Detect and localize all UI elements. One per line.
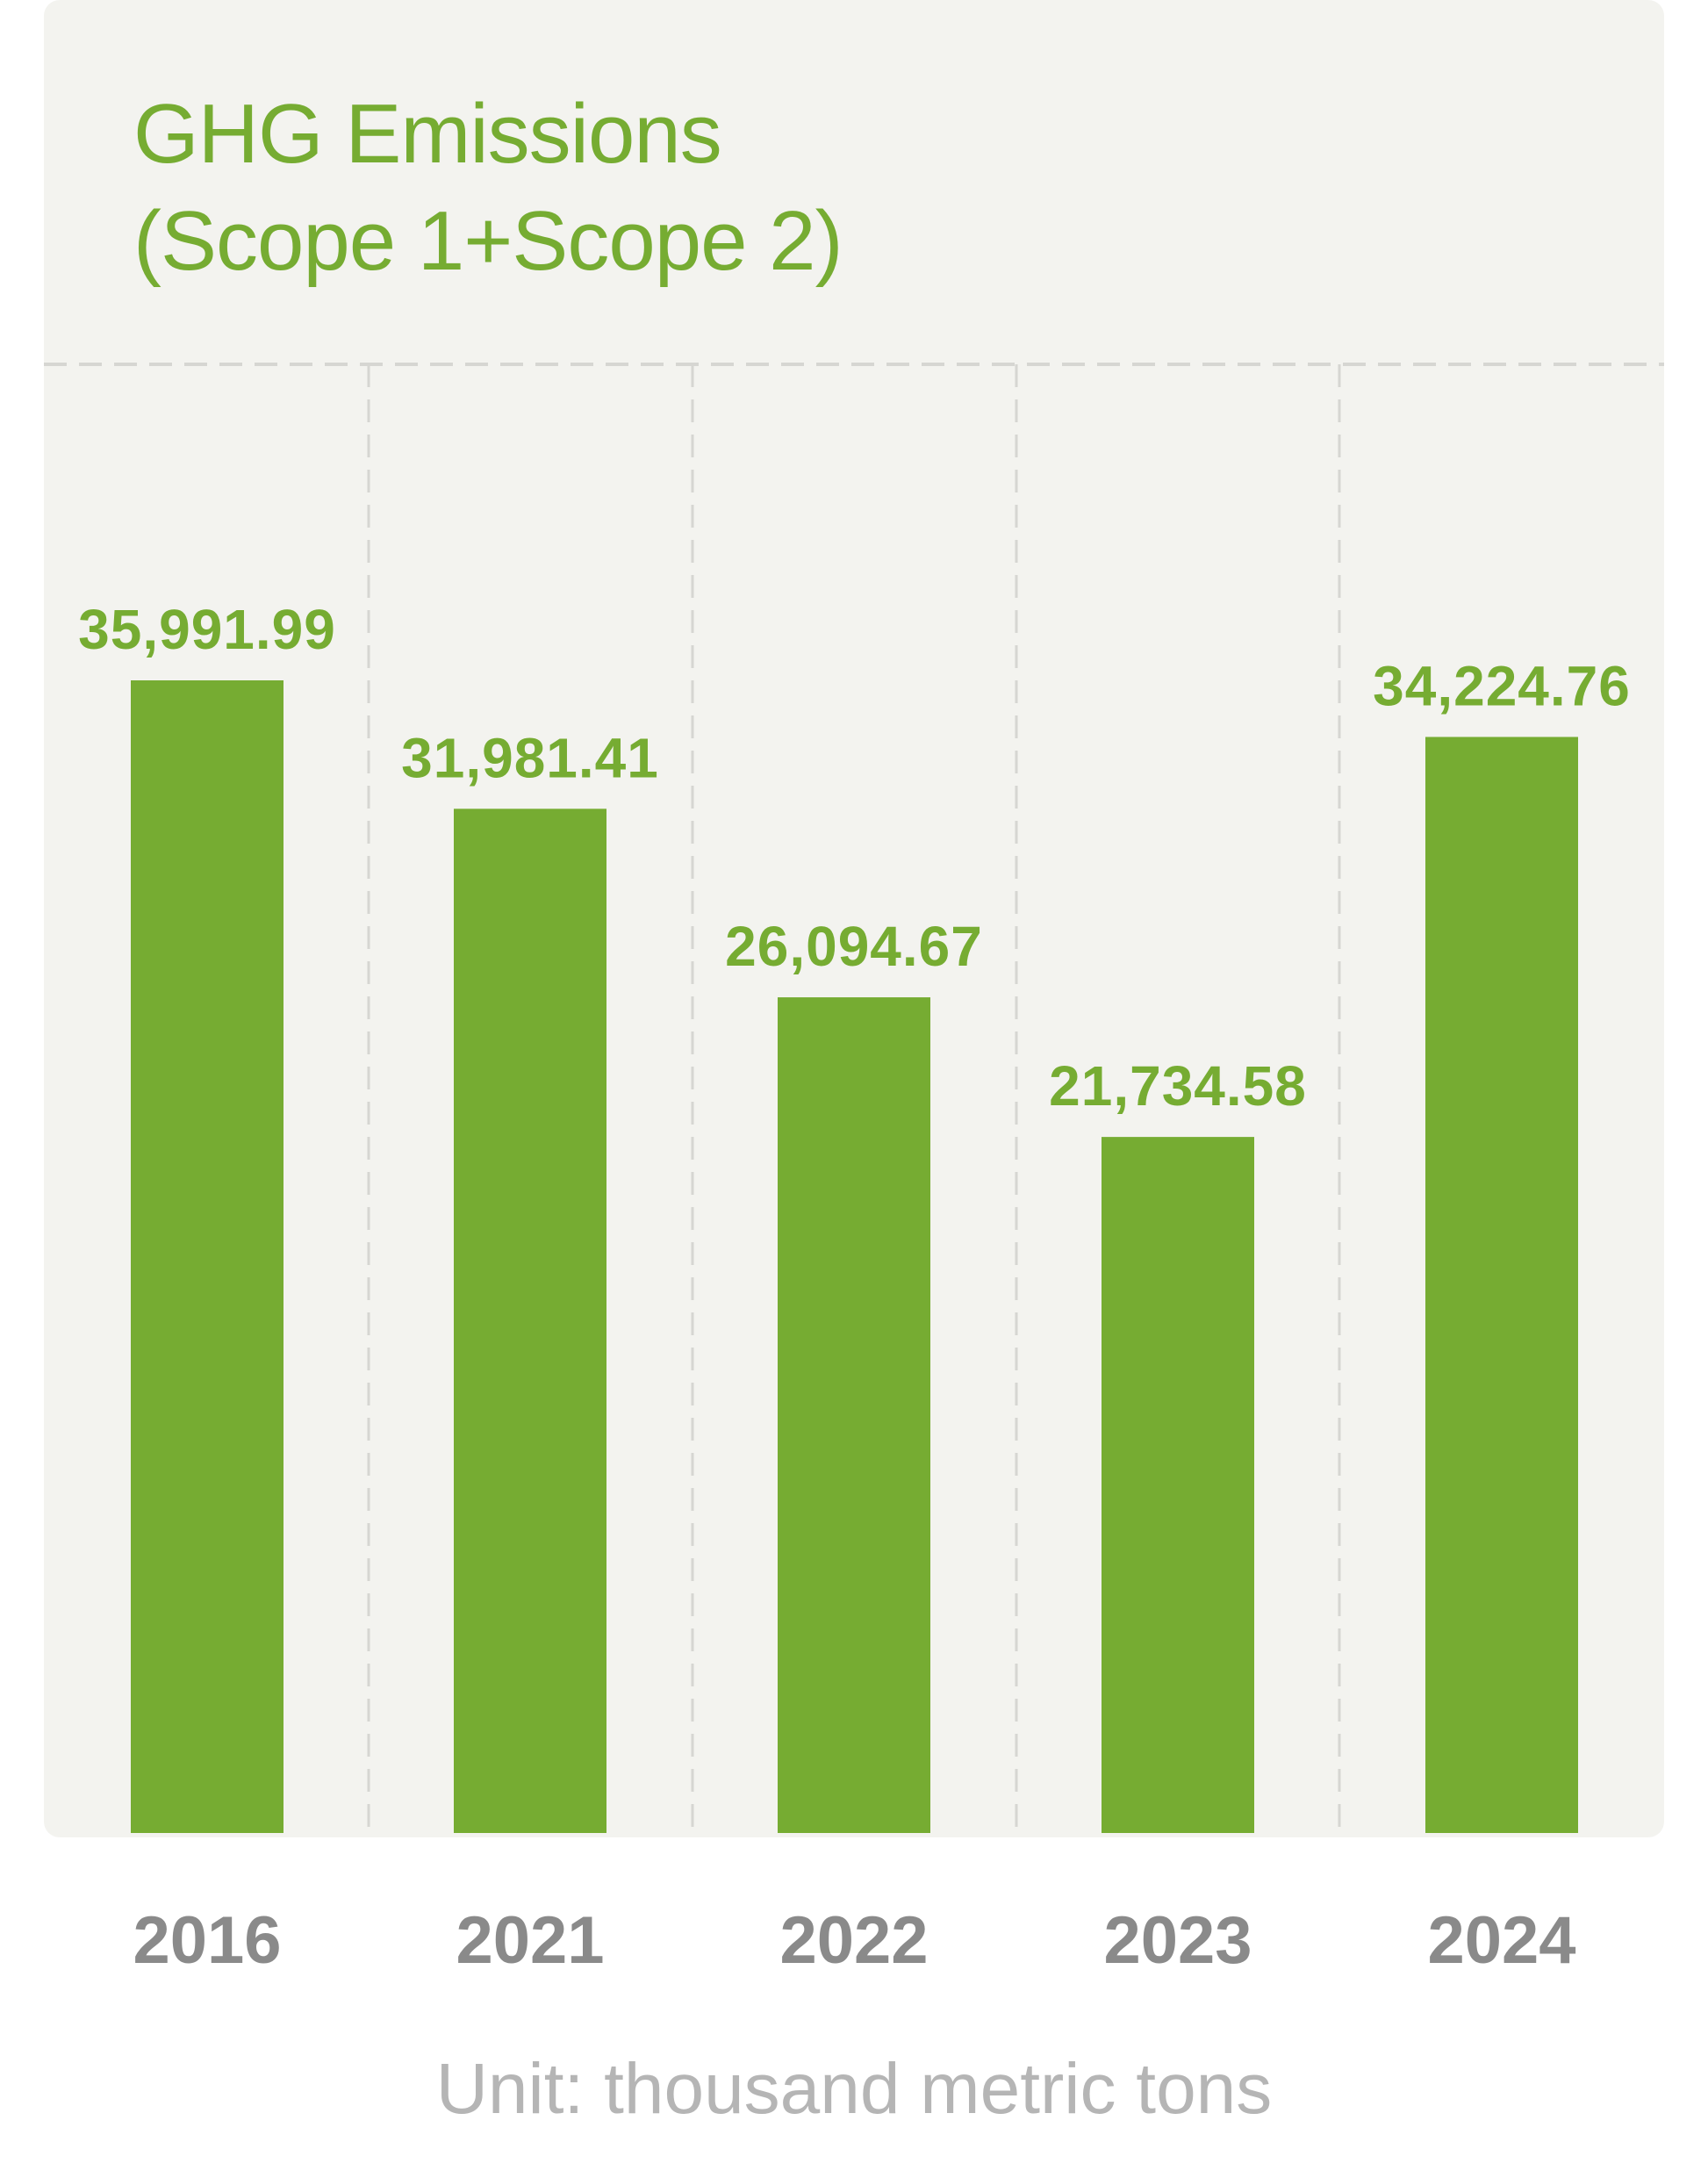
value-label-2024: 34,224.76	[1373, 654, 1631, 717]
category-label-2022: 2022	[779, 1903, 928, 1978]
bar-2021	[454, 809, 606, 1833]
bar-2024	[1425, 737, 1578, 1833]
value-label-2022: 26,094.67	[725, 915, 983, 978]
category-label-2024: 2024	[1427, 1903, 1575, 1978]
value-label-2021: 31,981.41	[401, 726, 659, 789]
value-label-2016: 35,991.99	[78, 598, 336, 661]
chart-title: GHG Emissions (Scope 1+Scope 2)	[133, 81, 843, 295]
value-label-2023: 21,734.58	[1049, 1054, 1307, 1118]
bar-2022	[778, 997, 930, 1833]
chart-title-line-1: GHG Emissions	[133, 87, 722, 181]
chart-title-line-2: (Scope 1+Scope 2)	[133, 194, 843, 288]
category-label-2016: 2016	[133, 1903, 281, 1978]
bar-2016	[131, 680, 283, 1833]
unit-label: Unit: thousand metric tons	[435, 2049, 1273, 2129]
bar-2023	[1102, 1137, 1254, 1833]
category-label-2023: 2023	[1103, 1903, 1252, 1978]
category-label-2021: 2021	[456, 1903, 604, 1978]
